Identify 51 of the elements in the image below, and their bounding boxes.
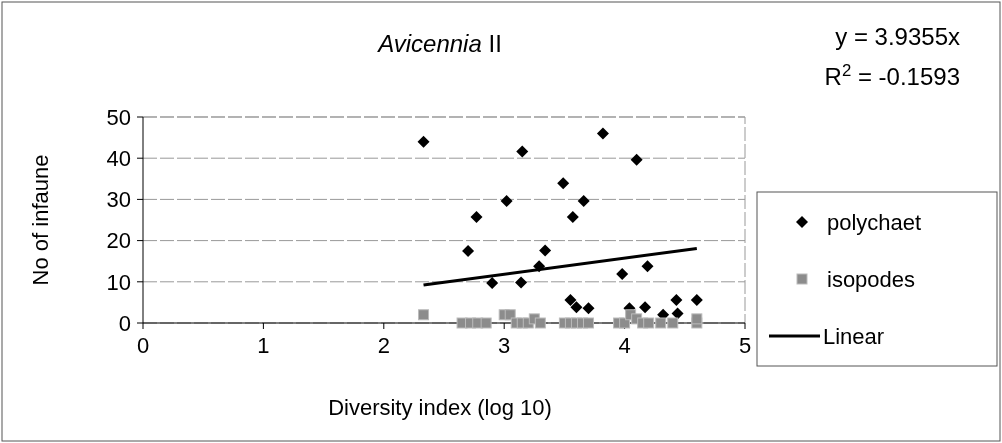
y-tick-label: 10 xyxy=(106,269,131,295)
point xyxy=(596,127,609,140)
x-tick-label: 5 xyxy=(738,333,752,358)
point xyxy=(667,317,679,329)
point xyxy=(500,195,513,208)
text: y = 3.9355x xyxy=(835,23,960,50)
legend-label: polychaet xyxy=(827,209,922,235)
point xyxy=(564,293,577,306)
point xyxy=(557,177,570,190)
y-axis-title: No of infaune xyxy=(28,154,53,286)
point xyxy=(670,293,683,306)
y-tick-label: 30 xyxy=(106,187,131,213)
point xyxy=(462,244,475,257)
point xyxy=(539,244,552,257)
point xyxy=(480,317,492,329)
legend-label: Linear xyxy=(823,323,885,349)
point xyxy=(671,307,684,320)
x-tick-label: 2 xyxy=(377,333,390,358)
point xyxy=(639,301,652,314)
point xyxy=(582,317,594,329)
point xyxy=(486,277,499,290)
point xyxy=(641,260,654,273)
point xyxy=(515,276,528,289)
point xyxy=(534,317,546,329)
point xyxy=(470,211,483,224)
y-tick-label: 0 xyxy=(118,310,131,336)
point xyxy=(577,195,590,208)
point xyxy=(616,267,629,280)
point xyxy=(630,153,643,166)
point xyxy=(643,317,655,329)
x-tick-label: 3 xyxy=(498,333,511,358)
point xyxy=(690,293,703,306)
text: R$^{2}$ = -0.1593 xyxy=(824,60,960,90)
point xyxy=(619,317,631,329)
x-tick-label: 0 xyxy=(136,333,150,358)
point xyxy=(570,301,583,314)
x-tick-label: 4 xyxy=(618,333,631,358)
x-axis-title: Diversity index (log 10) xyxy=(328,395,552,420)
legend-label: isopodes xyxy=(827,266,916,292)
y-tick-label: 40 xyxy=(106,145,131,171)
y-tick-label: 50 xyxy=(106,104,131,130)
point xyxy=(655,317,667,329)
point xyxy=(566,211,579,224)
point xyxy=(417,135,430,148)
point xyxy=(691,313,703,325)
point xyxy=(582,302,595,315)
y-tick-label: 20 xyxy=(106,228,131,254)
chart-title: Avicennia II xyxy=(376,30,502,57)
point xyxy=(418,309,430,321)
point xyxy=(516,145,529,158)
x-tick-label: 1 xyxy=(257,333,270,358)
